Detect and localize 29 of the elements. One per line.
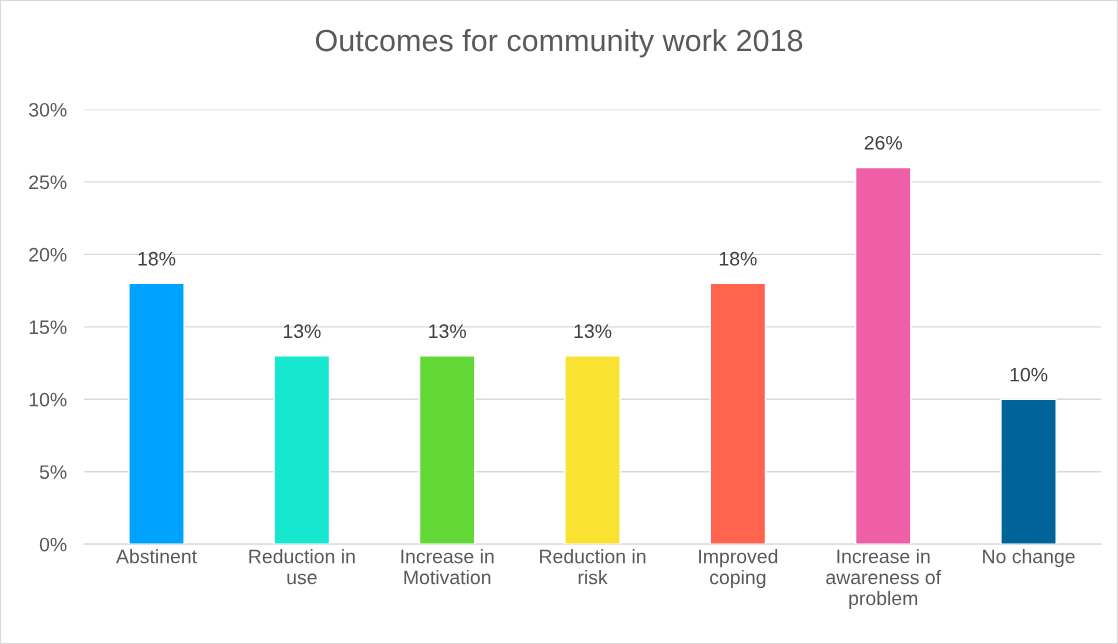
data-label: 13% bbox=[574, 324, 612, 339]
y-tick-label: 10% bbox=[29, 392, 67, 407]
data-label: 13% bbox=[283, 324, 321, 339]
bar bbox=[273, 355, 331, 545]
data-label: 18% bbox=[138, 251, 176, 266]
bar bbox=[1000, 398, 1057, 545]
data-label: 26% bbox=[864, 135, 902, 150]
y-tick-label: 20% bbox=[29, 247, 67, 262]
data-label: 18% bbox=[719, 251, 757, 266]
x-tick-label: Reduction in risk bbox=[540, 549, 646, 585]
x-tick-label: No change bbox=[983, 549, 1075, 568]
y-tick-label: 5% bbox=[39, 465, 67, 479]
bar bbox=[564, 355, 621, 545]
bar bbox=[418, 355, 476, 545]
bar bbox=[854, 166, 912, 545]
bar bbox=[128, 282, 185, 545]
y-tick-label: 30% bbox=[29, 102, 67, 117]
chart-title: Outcomes for community work 2018 bbox=[315, 28, 803, 58]
data-label: 13% bbox=[429, 324, 466, 339]
bar bbox=[709, 282, 767, 545]
x-tick-label: Abstinent bbox=[116, 549, 197, 564]
data-label: 10% bbox=[1010, 367, 1048, 382]
y-tick-label: 0% bbox=[39, 537, 67, 552]
x-tick-label: Increase in awareness of problem bbox=[826, 549, 942, 610]
y-tick-label: 25% bbox=[29, 175, 67, 190]
x-tick-label: Reduction in use bbox=[249, 549, 355, 585]
x-tick-label: Improved coping bbox=[699, 549, 778, 589]
x-tick-label: Increase in Motivation bbox=[401, 549, 494, 585]
y-tick-label: 15% bbox=[29, 320, 67, 335]
